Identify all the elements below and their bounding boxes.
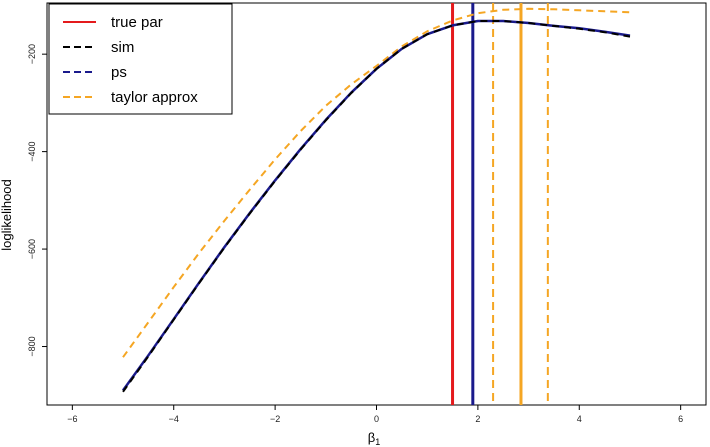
legend-label: ps (111, 64, 127, 81)
legend-box (48, 3, 233, 115)
y-tick-label: −400 (27, 141, 37, 161)
series-taylor-approx (122, 7, 631, 358)
x-tick-label: −2 (270, 414, 280, 424)
x-axis-label: β1 (368, 430, 381, 447)
vertical-reference-lines (451, 3, 549, 405)
series-sim (122, 20, 631, 393)
y-axis: −800 −600 −400 −200 (27, 44, 47, 357)
x-tick-label: 2 (475, 414, 480, 424)
x-tick-label: −6 (67, 414, 77, 424)
x-tick-label: 6 (678, 414, 683, 424)
x-tick-label: 0 (374, 414, 379, 424)
legend-label: taylor approx (111, 89, 198, 106)
legend: true par sim ps taylor approx (48, 3, 233, 115)
y-tick-label: −200 (27, 44, 37, 64)
x-axis-label-subscript: 1 (375, 437, 380, 447)
legend-label: true par (111, 14, 163, 31)
legend-label: sim (111, 39, 134, 56)
x-tick-label: −4 (169, 414, 179, 424)
y-axis-label: loglikelihood (0, 179, 14, 251)
x-tick-label: 4 (577, 414, 582, 424)
series-lines (121, 7, 631, 393)
y-tick-label: −800 (27, 336, 37, 356)
x-axis: −6 −4 −2 0 2 4 6 (67, 405, 683, 424)
y-tick-label: −600 (27, 239, 37, 259)
